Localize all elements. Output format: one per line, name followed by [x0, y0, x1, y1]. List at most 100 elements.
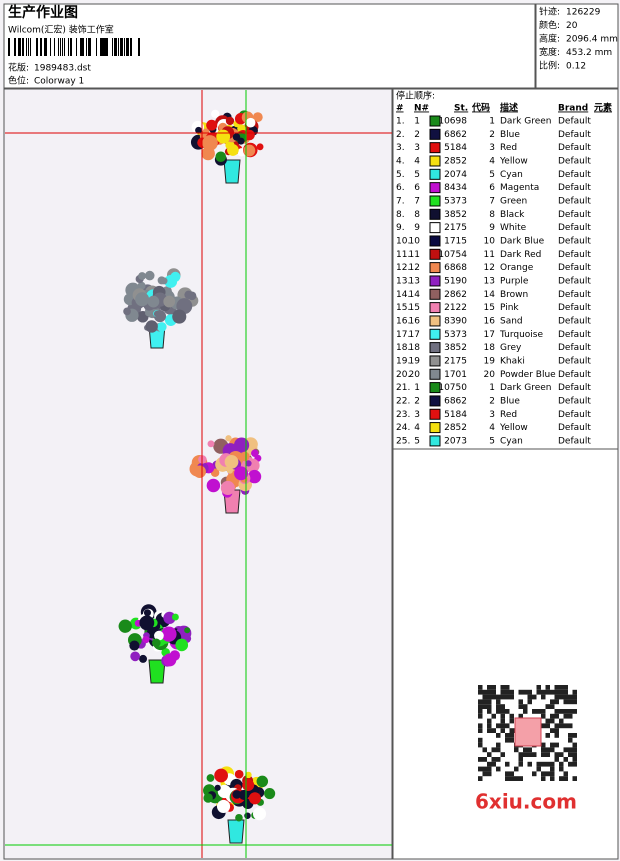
bar: [70, 38, 72, 56]
qr-cell: [550, 713, 555, 719]
qr-cell: [487, 752, 492, 757]
row-code: 7: [489, 196, 495, 206]
row-description: Sand: [500, 316, 523, 326]
bar: [120, 38, 122, 56]
row-n: 5: [414, 170, 420, 180]
stitch-blob: [144, 270, 155, 281]
row-stitches: 8434: [444, 183, 467, 193]
qr-cell: [563, 689, 568, 695]
color-swatch: [429, 355, 441, 367]
row-n: 12: [409, 263, 420, 273]
info-value: 126229: [566, 8, 601, 18]
qr-cell: [496, 757, 501, 762]
bar: [80, 38, 82, 56]
row-brand: Default: [558, 170, 591, 180]
row-brand: Default: [558, 370, 591, 380]
qr-cell: [550, 761, 555, 767]
stitch-blob: [237, 137, 245, 145]
row-stitches: 6868: [444, 263, 467, 273]
stitch-blob: [152, 638, 161, 648]
column-header: 元素: [594, 102, 612, 114]
stitch-blob: [203, 793, 213, 803]
row-stitches: 5373: [444, 196, 467, 206]
row-brand: Default: [558, 396, 591, 406]
qr-cell: [572, 761, 577, 767]
qr-cell: [500, 752, 505, 757]
row-brand: Default: [558, 303, 591, 313]
stitch-blob: [184, 627, 191, 634]
qr-cell: [478, 709, 483, 714]
stitch-blob: [245, 460, 252, 467]
qr-cell: [550, 718, 555, 724]
stitch-blob: [225, 116, 235, 126]
stitch-blob: [129, 640, 140, 651]
qr-cell: [478, 704, 483, 709]
table-title: 停止顺序:: [396, 90, 435, 102]
row-index: 8.: [396, 210, 405, 220]
stitch-blob: [175, 638, 189, 652]
row-n: 17: [409, 330, 420, 340]
qr-cell: [572, 757, 577, 762]
column-header: #: [396, 104, 404, 114]
qr-cell: [509, 737, 514, 743]
stitch-blob: [214, 784, 221, 791]
stitch-blob: [139, 654, 148, 663]
stitch-blob: [130, 651, 141, 662]
qr-cell: [496, 723, 501, 729]
qr-cell: [514, 766, 519, 772]
row-index: 6.: [396, 183, 405, 193]
qr-cell: [478, 766, 483, 772]
stitch-blob: [252, 112, 263, 123]
qr-cell: [545, 752, 550, 757]
row-code: 18: [484, 343, 496, 353]
bar: [60, 38, 61, 56]
color-swatch: [429, 262, 441, 274]
qr-cell: [523, 704, 528, 709]
color-swatch: [429, 315, 441, 327]
stitch-blob: [216, 799, 231, 813]
qr-cell: [509, 728, 514, 733]
stitch-blob: [170, 271, 181, 282]
row-code: 5: [489, 170, 495, 180]
qr-cell: [487, 728, 492, 733]
qr-cell: [572, 752, 577, 757]
qr-cell: [527, 699, 532, 705]
qr-cell: [478, 742, 483, 748]
qr-cell: [491, 713, 496, 719]
row-n: 19: [409, 356, 421, 366]
row-brand: Default: [558, 316, 591, 326]
qr-cell: [545, 723, 550, 729]
stitch-blob: [206, 119, 218, 131]
qr-cell: [541, 689, 546, 695]
row-brand: Default: [558, 196, 591, 206]
row-description: Cyan: [500, 436, 523, 446]
row-description: Turquoise: [499, 330, 543, 340]
qr-cell: [545, 733, 550, 738]
qr-cell: [496, 699, 501, 705]
row-index: 24.: [396, 423, 410, 433]
stitch-blob: [195, 126, 203, 134]
bar: [20, 38, 21, 56]
row-index: 21.: [396, 383, 410, 393]
row-index: 7.: [396, 196, 405, 206]
row-n: 9: [414, 223, 420, 233]
qr-cell: [518, 689, 523, 695]
row-brand: Default: [558, 423, 591, 433]
qr-cell: [559, 766, 564, 772]
bar: [68, 38, 69, 56]
row-brand: Default: [558, 183, 591, 193]
row-brand: Default: [558, 156, 591, 166]
qr-cell: [487, 771, 492, 777]
bar: [88, 38, 90, 56]
stitch-blob: [216, 129, 231, 144]
column-header: N#: [414, 104, 429, 114]
qr-cell: [518, 776, 523, 781]
row-n: 13: [409, 276, 420, 286]
qr-cell: [572, 733, 577, 738]
stitch-blob: [232, 790, 242, 799]
bar: [76, 38, 77, 56]
qr-cell: [572, 694, 577, 700]
row-stitches: 3852: [444, 343, 467, 353]
color-swatch: [429, 395, 441, 407]
color-swatch: [429, 168, 441, 180]
